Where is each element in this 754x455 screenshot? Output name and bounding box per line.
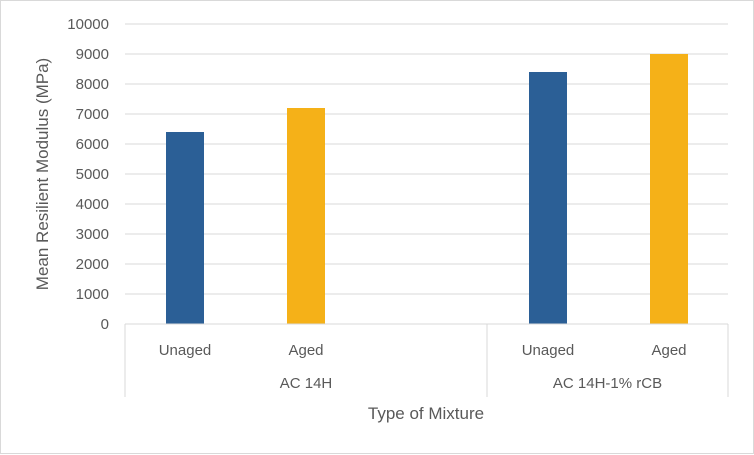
y-tick-label: 6000: [76, 136, 109, 153]
y-axis-ticks: 0 1000 2000 3000 4000 5000 6000 7000 8000 9000 100…: [67, 16, 109, 333]
bar-aged: [287, 108, 325, 324]
y-tick-label: 9000: [76, 46, 109, 63]
bar-unaged: [529, 72, 567, 324]
y-tick-label: 4000: [76, 196, 109, 213]
bar-aged: [650, 54, 688, 324]
x-category-label: Unaged: [159, 342, 212, 359]
gridlines: [125, 23, 728, 295]
x-category-label: Aged: [288, 342, 323, 359]
x-axis-title: Type of Mixture: [368, 404, 484, 423]
y-tick-label: 5000: [76, 166, 109, 183]
bar-unaged: [166, 132, 204, 324]
y-tick-label: 10000: [67, 16, 109, 33]
y-axis-title: Mean Resilient Modulus (MPa): [33, 58, 52, 290]
y-tick-label: 8000: [76, 76, 109, 93]
y-tick-label: 7000: [76, 106, 109, 123]
x-group-label: AC 14H-1% rCB: [553, 375, 662, 392]
y-tick-label: 1000: [76, 286, 109, 303]
x-axis: Unaged Aged AC 14H Unaged Aged AC 14H-1% rCB: [124, 323, 729, 397]
x-category-label: Aged: [651, 342, 686, 359]
x-category-label: Unaged: [522, 342, 575, 359]
y-tick-label: 2000: [76, 256, 109, 273]
y-tick-label: 3000: [76, 226, 109, 243]
bars: [166, 54, 688, 324]
x-group-label: AC 14H: [280, 375, 333, 392]
y-tick-label: 0: [101, 316, 109, 333]
